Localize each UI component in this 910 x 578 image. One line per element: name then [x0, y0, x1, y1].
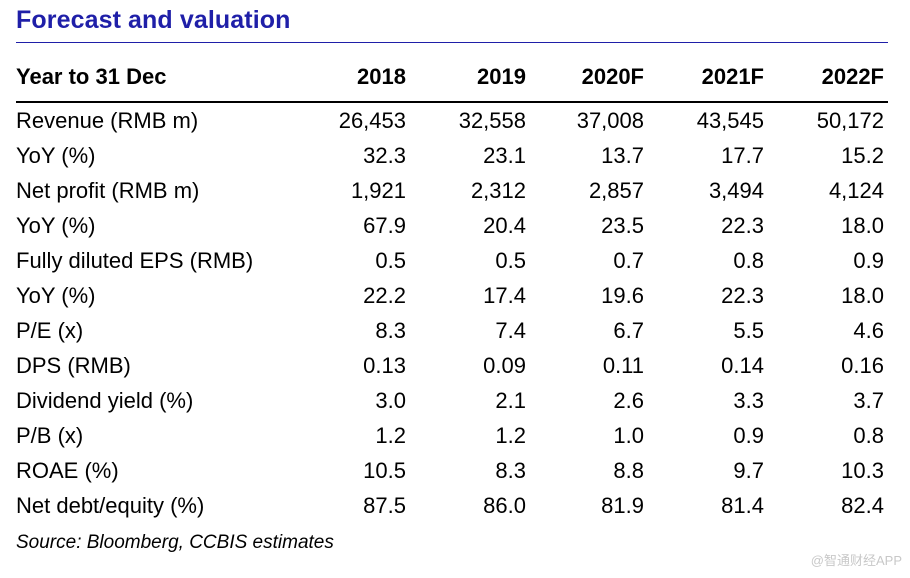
row-value: 10.3: [841, 458, 884, 483]
table-row: YoY (%) 67.9 20.4 23.5 22.3 18.0: [16, 213, 888, 248]
row-value: 0.13: [363, 353, 406, 378]
row-value: 3.7: [853, 388, 884, 413]
row-value: 43,545: [696, 108, 764, 133]
row-value: 50,172: [816, 108, 884, 133]
table-row: ROAE (%) 10.5 8.3 8.8 9.7 10.3: [16, 458, 888, 493]
row-value: 13.7: [601, 143, 644, 168]
row-value: 2.6: [613, 388, 644, 413]
row-value: 32.3: [363, 143, 406, 168]
table-row: Dividend yield (%) 3.0 2.1 2.6 3.3 3.7: [16, 388, 888, 423]
row-value: 8.3: [375, 318, 406, 343]
row-value: 37,008: [576, 108, 644, 133]
header-year-2021f: 2021F: [701, 64, 764, 89]
row-value: 0.5: [495, 248, 526, 273]
row-label: Dividend yield (%): [16, 388, 194, 413]
row-label: YoY (%): [16, 283, 96, 308]
table-row: P/E (x) 8.3 7.4 6.7 5.5 4.6: [16, 318, 888, 353]
header-year-2018: 2018: [357, 64, 406, 89]
row-value: 67.9: [363, 213, 406, 238]
row-value: 3.0: [375, 388, 406, 413]
table-body: Revenue (RMB m) 26,453 32,558 37,008 43,545 5…: [16, 108, 888, 528]
table-row: Fully diluted EPS (RMB) 0.5 0.5 0.7 0.8 0.9: [16, 248, 888, 283]
row-value: 17.7: [721, 143, 764, 168]
table-row: P/B (x) 1.2 1.2 1.0 0.9 0.8: [16, 423, 888, 458]
row-value: 6.7: [613, 318, 644, 343]
row-value: 5.5: [733, 318, 764, 343]
row-value: 3.3: [733, 388, 764, 413]
row-label: YoY (%): [16, 213, 96, 238]
row-value: 82.4: [841, 493, 884, 518]
table-row: Revenue (RMB m) 26,453 32,558 37,008 43,545 5…: [16, 108, 888, 143]
row-value: 1.0: [613, 423, 644, 448]
row-value: 87.5: [363, 493, 406, 518]
row-value: 32,558: [458, 108, 526, 133]
row-label: P/E (x): [16, 318, 84, 343]
row-value: 4,124: [828, 178, 884, 203]
table-row: Net profit (RMB m) 1,921 2,312 2,857 3,494 4,…: [16, 178, 888, 213]
row-value: 9.7: [733, 458, 764, 483]
row-value: 1,921: [350, 178, 406, 203]
row-value: 7.4: [495, 318, 526, 343]
watermark: @智通财经APP: [810, 553, 902, 568]
row-value: 26,453: [338, 108, 406, 133]
header-divider: [16, 101, 888, 103]
row-value: 2.1: [495, 388, 526, 413]
row-value: 0.8: [853, 423, 884, 448]
page-title: Forecast and valuation: [16, 6, 291, 34]
row-value: 81.9: [601, 493, 644, 518]
row-value: 2,312: [470, 178, 526, 203]
row-label: YoY (%): [16, 143, 96, 168]
title-divider: [16, 42, 888, 43]
header-year-2020f: 2020F: [581, 64, 644, 89]
row-label: Revenue (RMB m): [16, 108, 199, 133]
row-label: Net debt/equity (%): [16, 493, 205, 518]
row-value: 0.14: [721, 353, 764, 378]
table-header: Year to 31 Dec 2018 2019 2020F 2021F 202…: [16, 64, 888, 96]
row-value: 22.3: [721, 213, 764, 238]
row-value: 10.5: [363, 458, 406, 483]
header-year-2022f: 2022F: [821, 64, 884, 89]
row-value: 0.9: [733, 423, 764, 448]
row-value: 23.1: [483, 143, 526, 168]
row-label: ROAE (%): [16, 458, 119, 483]
row-value: 0.5: [375, 248, 406, 273]
row-label: Net profit (RMB m): [16, 178, 200, 203]
row-value: 0.16: [841, 353, 884, 378]
row-value: 15.2: [841, 143, 884, 168]
row-value: 0.9: [853, 248, 884, 273]
table-row: DPS (RMB) 0.13 0.09 0.11 0.14 0.16: [16, 353, 888, 388]
row-value: 81.4: [721, 493, 764, 518]
row-value: 3,494: [708, 178, 764, 203]
row-value: 23.5: [601, 213, 644, 238]
row-label: P/B (x): [16, 423, 84, 448]
row-value: 0.8: [733, 248, 764, 273]
row-label: Fully diluted EPS (RMB): [16, 248, 254, 273]
row-value: 1.2: [375, 423, 406, 448]
row-value: 8.8: [613, 458, 644, 483]
table-row: YoY (%) 32.3 23.1 13.7 17.7 15.2: [16, 143, 888, 178]
row-value: 8.3: [495, 458, 526, 483]
source-note: Source: Bloomberg, CCBIS estimates: [16, 532, 334, 553]
row-value: 4.6: [853, 318, 884, 343]
row-value: 20.4: [483, 213, 526, 238]
row-value: 0.09: [483, 353, 526, 378]
row-value: 19.6: [601, 283, 644, 308]
header-year-2019: 2019: [477, 64, 526, 89]
row-value: 22.3: [721, 283, 764, 308]
row-value: 0.11: [602, 353, 644, 378]
row-value: 18.0: [841, 213, 884, 238]
table-row: Net debt/equity (%) 87.5 86.0 81.9 81.4 82.4: [16, 493, 888, 528]
row-value: 0.7: [613, 248, 644, 273]
row-label: DPS (RMB): [16, 353, 131, 378]
row-value: 17.4: [483, 283, 526, 308]
table-row: YoY (%) 22.2 17.4 19.6 22.3 18.0: [16, 283, 888, 318]
header-label: Year to 31 Dec: [16, 64, 167, 89]
row-value: 18.0: [841, 283, 884, 308]
row-value: 22.2: [363, 283, 406, 308]
row-value: 2,857: [588, 178, 644, 203]
row-value: 86.0: [483, 493, 526, 518]
row-value: 1.2: [495, 423, 526, 448]
